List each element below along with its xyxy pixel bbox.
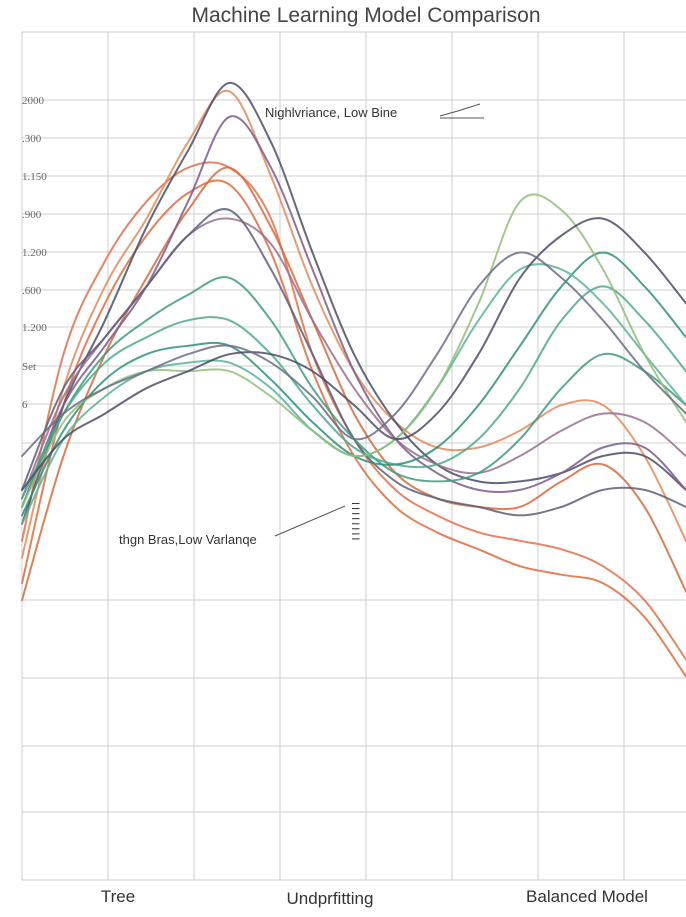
series-line-9 (21, 276, 686, 508)
series-layer (21, 81, 686, 678)
y-tick-label: .300 (22, 133, 42, 145)
x-category-label: Undprfitting (287, 889, 374, 908)
y-tick-label: 1.150 (22, 171, 47, 183)
y-tick-label: .600 (22, 285, 42, 297)
annotation-high-variance-text: Nighlvriance, Low Bine (265, 105, 397, 120)
series-line-3 (21, 166, 686, 602)
y-axis-ticks: 2000 .300 1.150 .900 1.200 .600 1.200 Set 6 (22, 95, 47, 411)
x-category-label: Balanced Model (526, 887, 648, 906)
series-line-1 (21, 161, 686, 661)
annotation-high-variance-arrow (439, 103, 484, 119)
annotation-vertical-label: IIIIIIII (349, 502, 361, 542)
series-line-4 (21, 89, 686, 559)
chart-title: Machine Learning Model Comparison (191, 4, 540, 27)
series-line-15 (21, 251, 686, 457)
series-line-14 (21, 217, 686, 491)
annotation-high-variance: Nighlvriance, Low Bine (265, 103, 484, 120)
y-tick-label: Set (22, 361, 36, 373)
series-line-10 (21, 285, 686, 500)
y-tick-label: 2000 (22, 95, 45, 107)
y-tick-label: 1.200 (22, 247, 47, 259)
annotation-high-bias: thgn Bras,Low Varlanqe (119, 505, 346, 547)
annotation-high-bias-text: thgn Bras,Low Varlanqe (119, 532, 257, 547)
series-line-13 (21, 193, 686, 508)
y-tick-label: 1.200 (22, 322, 47, 334)
series-line-6 (21, 115, 686, 508)
annotation-high-bias-arrow (274, 505, 346, 537)
y-tick-label: .900 (22, 209, 42, 221)
x-category-label: Tree (101, 887, 135, 906)
series-line-8 (21, 208, 686, 517)
y-tick-label: 6 (22, 399, 28, 411)
series-line-2 (21, 179, 686, 678)
